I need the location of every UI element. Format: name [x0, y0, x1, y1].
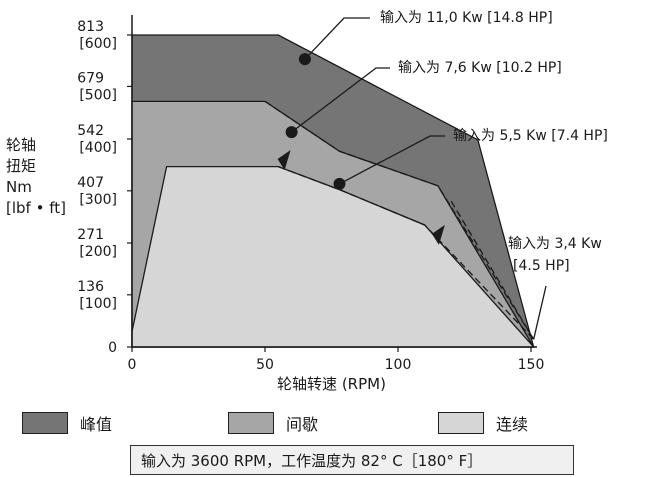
- y-axis-title-line-0: 轮轴: [6, 136, 36, 154]
- y-axis-title-line-2: Nm: [6, 178, 32, 196]
- legend-label-continuous: 连续: [496, 415, 529, 434]
- y-tick-label-lbf-4: [400]: [79, 140, 117, 156]
- marker-arrow-3: [277, 150, 291, 171]
- dashed-boundary-2: [450, 200, 535, 340]
- y-axis-title-line-3: [lbf • ft]: [6, 199, 66, 217]
- y-tick-label-2: 271: [77, 227, 104, 243]
- legend-label-intermittent: 间歇: [286, 415, 319, 434]
- annotation-3: 输入为 3,4 Kw: [508, 236, 602, 252]
- y-tick-label-lbf-2: [200]: [79, 244, 117, 260]
- torque-chart: 0 136[100] 271[200] 407[300] 542[400] 679[500…: [6, 10, 608, 393]
- annotation-2: 输入为 5,5 Kw [7.4 HP]: [453, 128, 608, 144]
- annotation-0: 输入为 11,0 Kw [14.8 HP]: [380, 10, 553, 26]
- y-tick-label-lbf-1: [100]: [79, 296, 117, 312]
- y-tick-label-lbf-3: [300]: [79, 192, 117, 208]
- x-tick-label-3: 150: [518, 357, 545, 373]
- x-tick-label-1: 50: [256, 357, 274, 373]
- y-tick-label-6: 813: [77, 19, 104, 35]
- y-tick-label-0: 0: [108, 340, 117, 356]
- y-tick-label-3: 407: [77, 175, 104, 191]
- dashed-boundary-1: [278, 166, 535, 340]
- region-2: [131, 165, 536, 348]
- y-tick-label-lbf-6: [600]: [79, 36, 117, 52]
- marker-arrow-4: [431, 224, 445, 245]
- y-tick-label-1: 136: [77, 279, 104, 295]
- legend-label-peak: 峰值: [80, 415, 113, 434]
- legend-item-continuous: 连续: [438, 410, 528, 436]
- y-tick-label-lbf-5: [500]: [79, 87, 117, 103]
- leader-line-1: [291, 67, 390, 133]
- annotation-3-hp: [4.5 HP]: [513, 258, 570, 274]
- legend-swatch-continuous: [438, 412, 484, 434]
- legend: 峰值 间歇 连续: [0, 410, 659, 440]
- leader-line-2: [339, 135, 445, 185]
- legend-item-intermittent: 间歇: [228, 410, 318, 436]
- y-tick-label-5: 679: [77, 70, 104, 86]
- legend-item-peak: 峰值: [22, 410, 112, 436]
- operating-note: 输入为 3600 RPM，工作温度为 82° C［180° F］: [130, 445, 574, 475]
- leader-line-0: [304, 17, 370, 60]
- x-tick-label-0: 0: [128, 357, 137, 373]
- y-tick-label-4: 542: [77, 123, 104, 139]
- annotation-1: 输入为 7,6 Kw [10.2 HP]: [398, 60, 562, 76]
- x-tick-label-2: 100: [385, 357, 412, 373]
- leader-line-3: [533, 285, 547, 340]
- x-axis-title: 轮轴转速 (RPM): [277, 375, 386, 393]
- dashed-boundary-0: [264, 100, 535, 340]
- legend-swatch-intermittent: [228, 412, 274, 434]
- legend-swatch-peak: [22, 412, 68, 434]
- y-axis-title-line-1: 扭矩: [6, 157, 36, 175]
